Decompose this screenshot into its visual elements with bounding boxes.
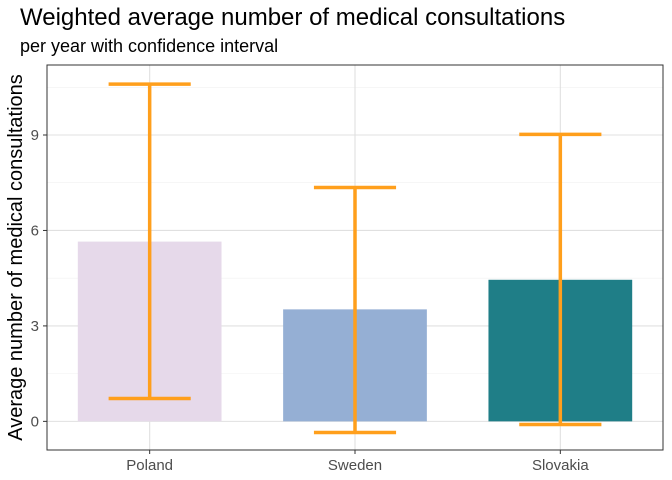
chart-title: Weighted average number of medical consu… [20,4,566,31]
x-tick-label: Sweden [328,457,382,474]
x-tick-label: Slovakia [532,457,589,474]
x-axis-ticks: Poland Sweden Slovakia [126,450,589,474]
chart-subtitle: per year with confidence interval [20,36,279,56]
y-tick-label: 0 [31,413,39,430]
y-axis-ticks: 0 3 6 9 [31,127,47,430]
y-tick-label: 3 [31,318,39,335]
y-axis-title: Average number of medical consultations [5,74,27,441]
error-bars [108,82,602,435]
y-tick-label: 9 [31,127,39,144]
y-tick-label: 6 [31,222,39,239]
x-tick-label: Poland [126,457,173,474]
